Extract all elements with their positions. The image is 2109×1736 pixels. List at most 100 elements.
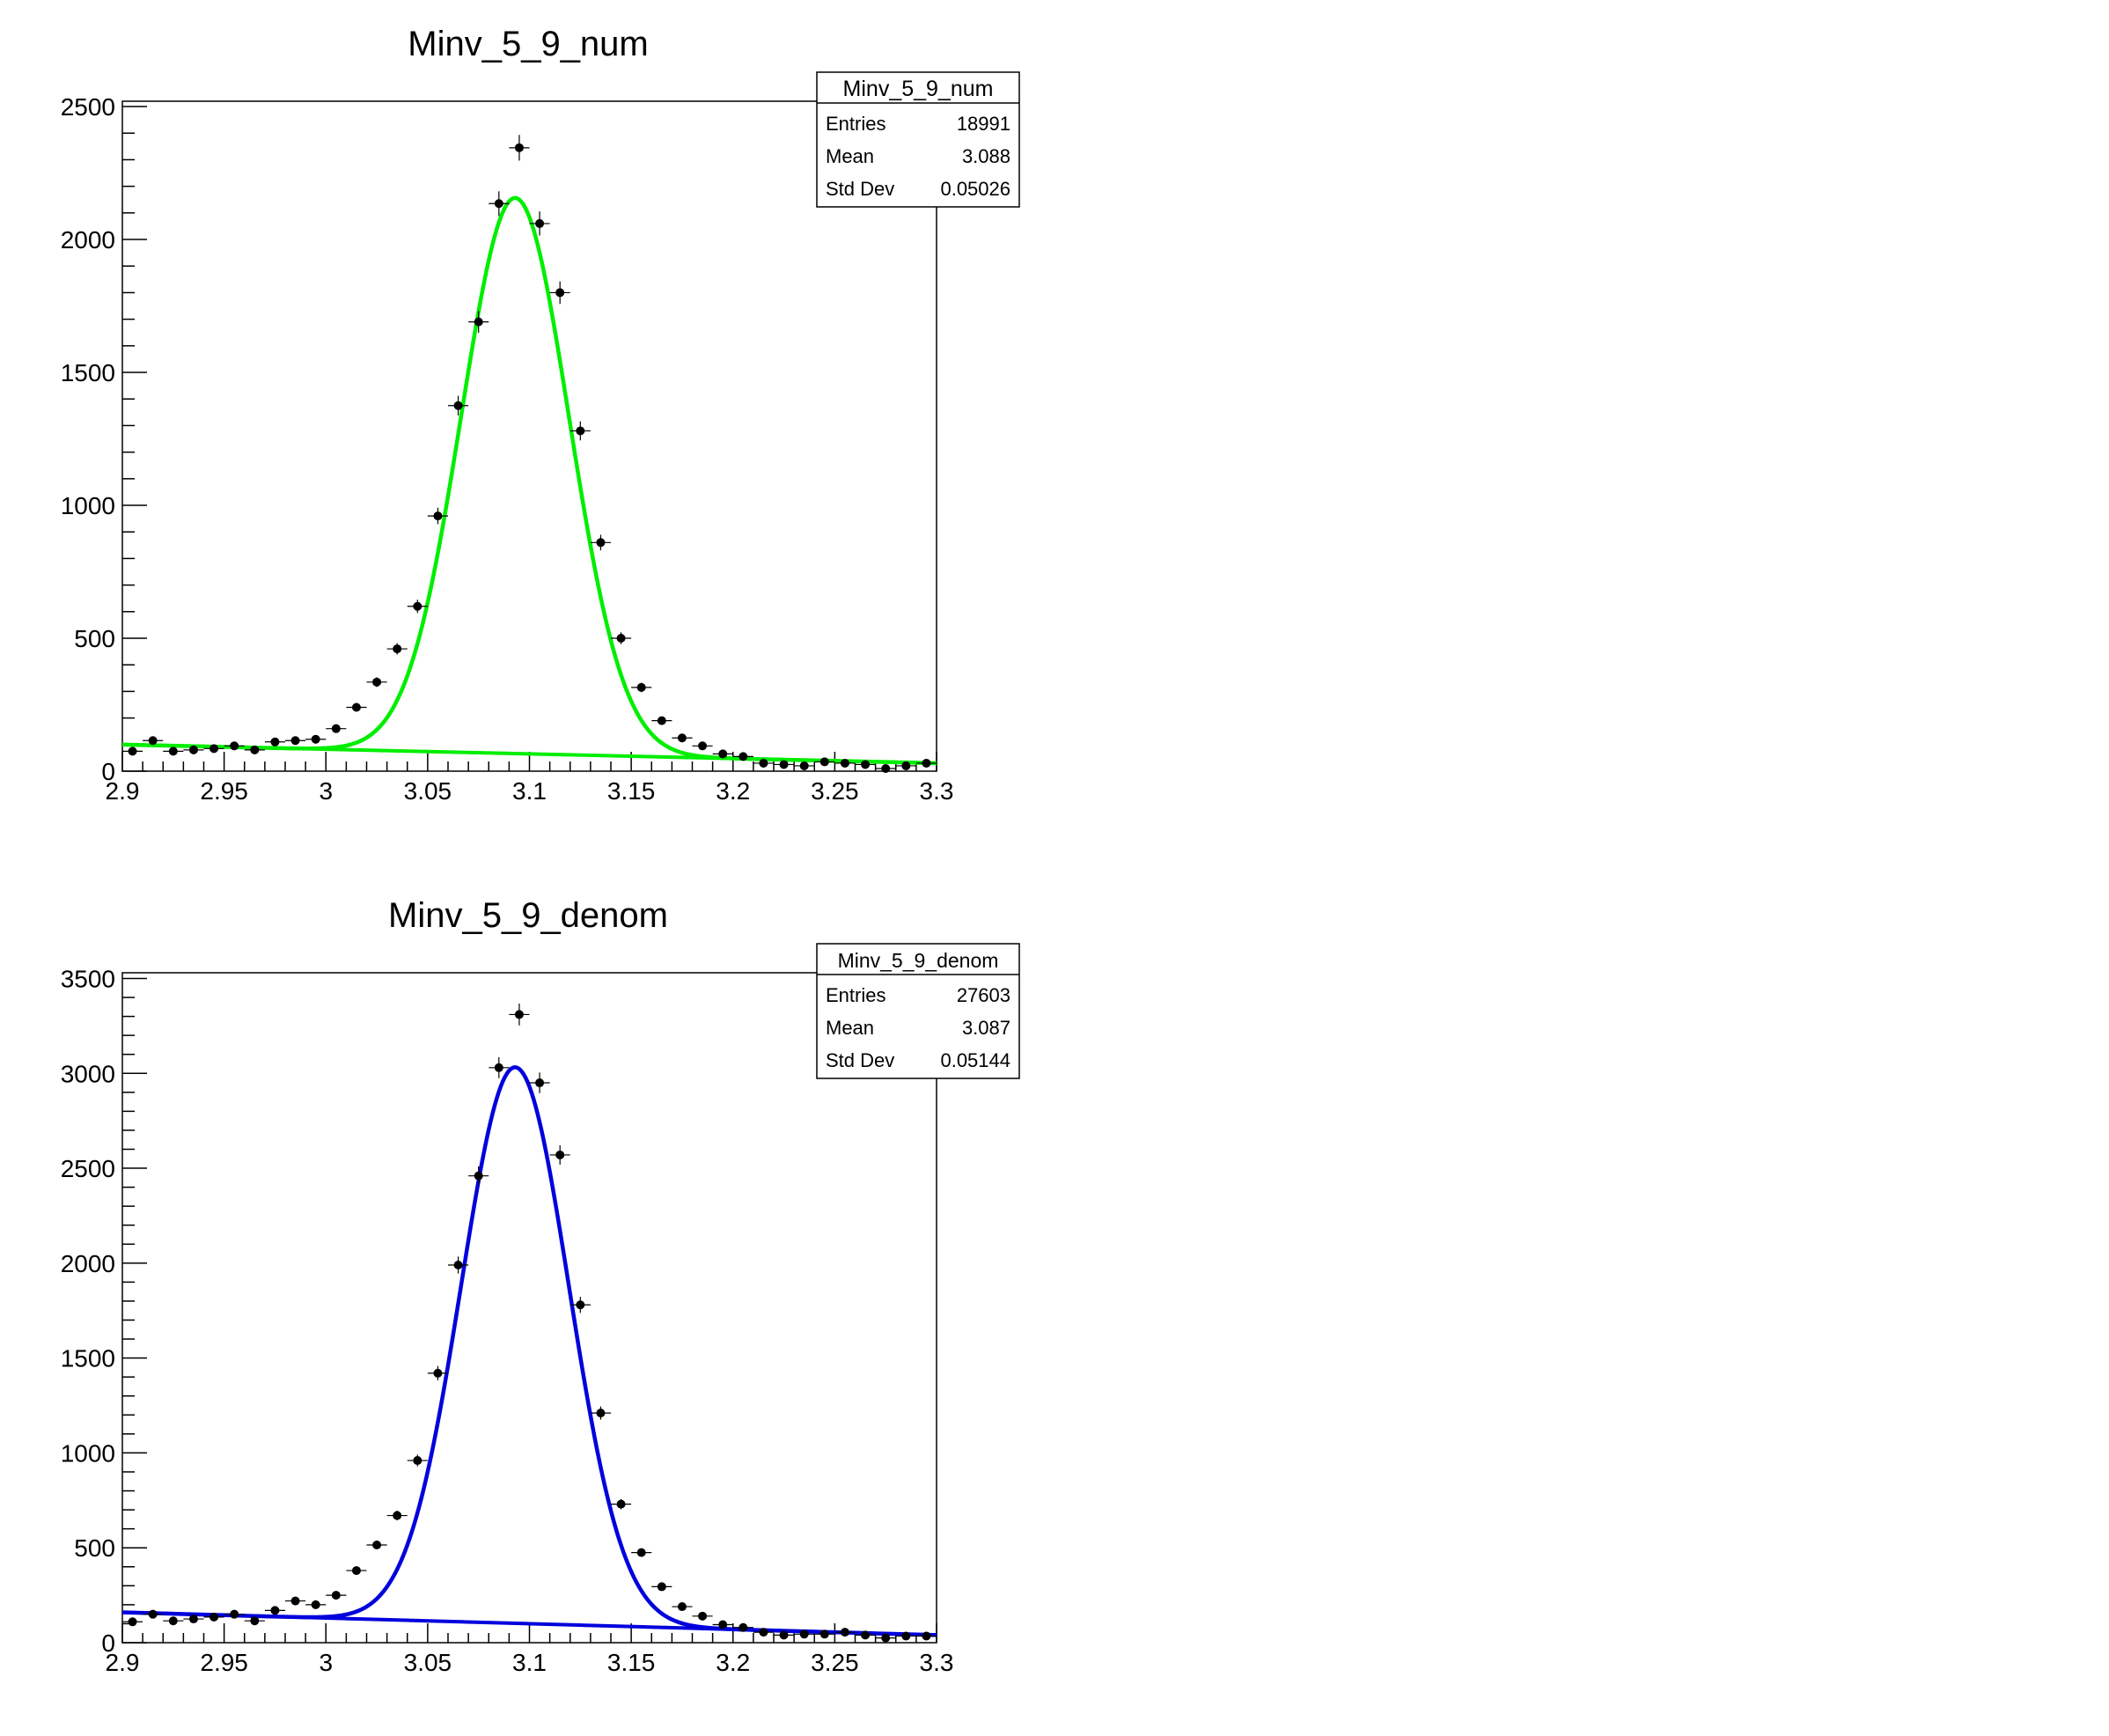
y-tick-label: 1000 [61, 1439, 115, 1467]
data-point [183, 1615, 204, 1624]
data-point [468, 1166, 489, 1186]
data-point [468, 311, 489, 334]
data-point [590, 1406, 611, 1420]
data-point [834, 1628, 856, 1637]
y-tick-label: 500 [74, 625, 115, 652]
data-point [203, 1612, 224, 1622]
data-point [346, 702, 367, 712]
x-tick-label: 3 [319, 777, 333, 805]
data-point [651, 1582, 672, 1592]
x-tick-label: 3.3 [920, 1649, 954, 1676]
y-tick-label: 2000 [61, 1250, 115, 1277]
data-point [366, 677, 387, 688]
data-point [407, 1454, 428, 1467]
stats-mean-label: Mean [826, 145, 874, 167]
data-point [264, 737, 285, 747]
data-point [855, 1630, 876, 1640]
data-points [122, 135, 937, 773]
data-point [163, 747, 184, 756]
x-tick-label: 3.15 [607, 777, 656, 805]
data-point [753, 758, 774, 768]
y-tick-label: 2000 [61, 226, 115, 254]
stats-name: Minv_5_9_denom [838, 949, 999, 972]
data-point [753, 1628, 774, 1637]
data-point [326, 724, 347, 733]
y-tick-label: 2500 [61, 93, 115, 121]
stats-name: Minv_5_9_num [843, 77, 994, 101]
data-point [549, 1145, 570, 1165]
stats-entries-label: Entries [826, 984, 885, 1006]
x-tick-label: 3.2 [716, 1649, 750, 1676]
stats-entries-label: Entries [826, 113, 885, 135]
data-point [774, 1630, 795, 1640]
data-point [549, 281, 570, 305]
data-point [244, 745, 265, 754]
data-point [305, 734, 327, 744]
data-point [712, 749, 733, 759]
data-point [915, 1631, 937, 1641]
y-tick-label: 3500 [61, 965, 115, 992]
x-tick-label: 3.05 [404, 777, 452, 805]
data-point [509, 135, 530, 161]
data-point [448, 395, 469, 416]
data-point [570, 1297, 591, 1313]
x-axis: 2.9 2.95 3 3.05 3.1 3.15 3.2 3.25 3.3 [106, 1623, 954, 1676]
data-point [774, 760, 795, 769]
stats-entries-value: 18991 [957, 113, 1010, 135]
data-point [529, 1072, 550, 1093]
data-point [264, 1606, 285, 1615]
x-tick-label: 3.2 [716, 777, 750, 805]
data-point [386, 1510, 408, 1521]
data-point [692, 1611, 713, 1621]
data-point [143, 736, 164, 746]
data-point [244, 1616, 265, 1626]
y-tick-label: 500 [74, 1534, 115, 1562]
data-point [427, 1365, 448, 1380]
data-point [875, 1633, 896, 1643]
y-tick-label: 1000 [61, 492, 115, 519]
data-point [814, 1629, 835, 1639]
data-point [631, 1548, 652, 1557]
plot-frame [121, 100, 937, 772]
x-tick-label: 3.3 [920, 777, 954, 805]
data-point [448, 1256, 469, 1274]
x-tick-label: 2.95 [200, 1649, 248, 1676]
chart-title: Minv_5_9_denom [388, 896, 668, 935]
data-point [427, 507, 448, 525]
chart-panel-denom: Minv_5_9_denom 0 500 1000 1500 2000 2500 3000 3… [61, 896, 1020, 1676]
data-point [143, 1609, 164, 1619]
x-tick-label: 2.95 [200, 777, 248, 805]
data-point [285, 736, 306, 746]
data-point [814, 757, 835, 767]
stats-stddev-label: Std Dev [826, 178, 894, 200]
data-point [346, 1566, 367, 1576]
data-point [122, 1617, 143, 1627]
y-tick-label: 0 [101, 1629, 115, 1657]
y-tick-label: 2500 [61, 1155, 115, 1182]
stats-stddev-label: Std Dev [826, 1049, 894, 1071]
data-point [732, 1622, 753, 1632]
stats-mean-label: Mean [826, 1017, 874, 1039]
plot-frame [121, 972, 937, 1644]
data-point [326, 1591, 347, 1600]
data-point [529, 211, 550, 236]
data-point [895, 1631, 916, 1641]
data-point [122, 747, 143, 756]
data-point [386, 643, 408, 655]
data-point [692, 741, 713, 751]
x-tick-label: 3.15 [607, 1649, 656, 1676]
data-point [895, 761, 916, 770]
data-point [651, 716, 672, 725]
signal-fit-curve [121, 195, 937, 766]
y-tick-label: 0 [101, 758, 115, 785]
fit-curves [121, 1065, 937, 1637]
data-point [163, 1616, 184, 1626]
data-point [794, 761, 815, 770]
data-point [489, 191, 510, 217]
x-tick-label: 3.1 [512, 777, 547, 805]
data-point [203, 744, 224, 754]
stats-stddev-value: 0.05026 [940, 178, 1010, 200]
data-point [509, 1004, 530, 1026]
stats-stddev-value: 0.05144 [940, 1049, 1010, 1071]
